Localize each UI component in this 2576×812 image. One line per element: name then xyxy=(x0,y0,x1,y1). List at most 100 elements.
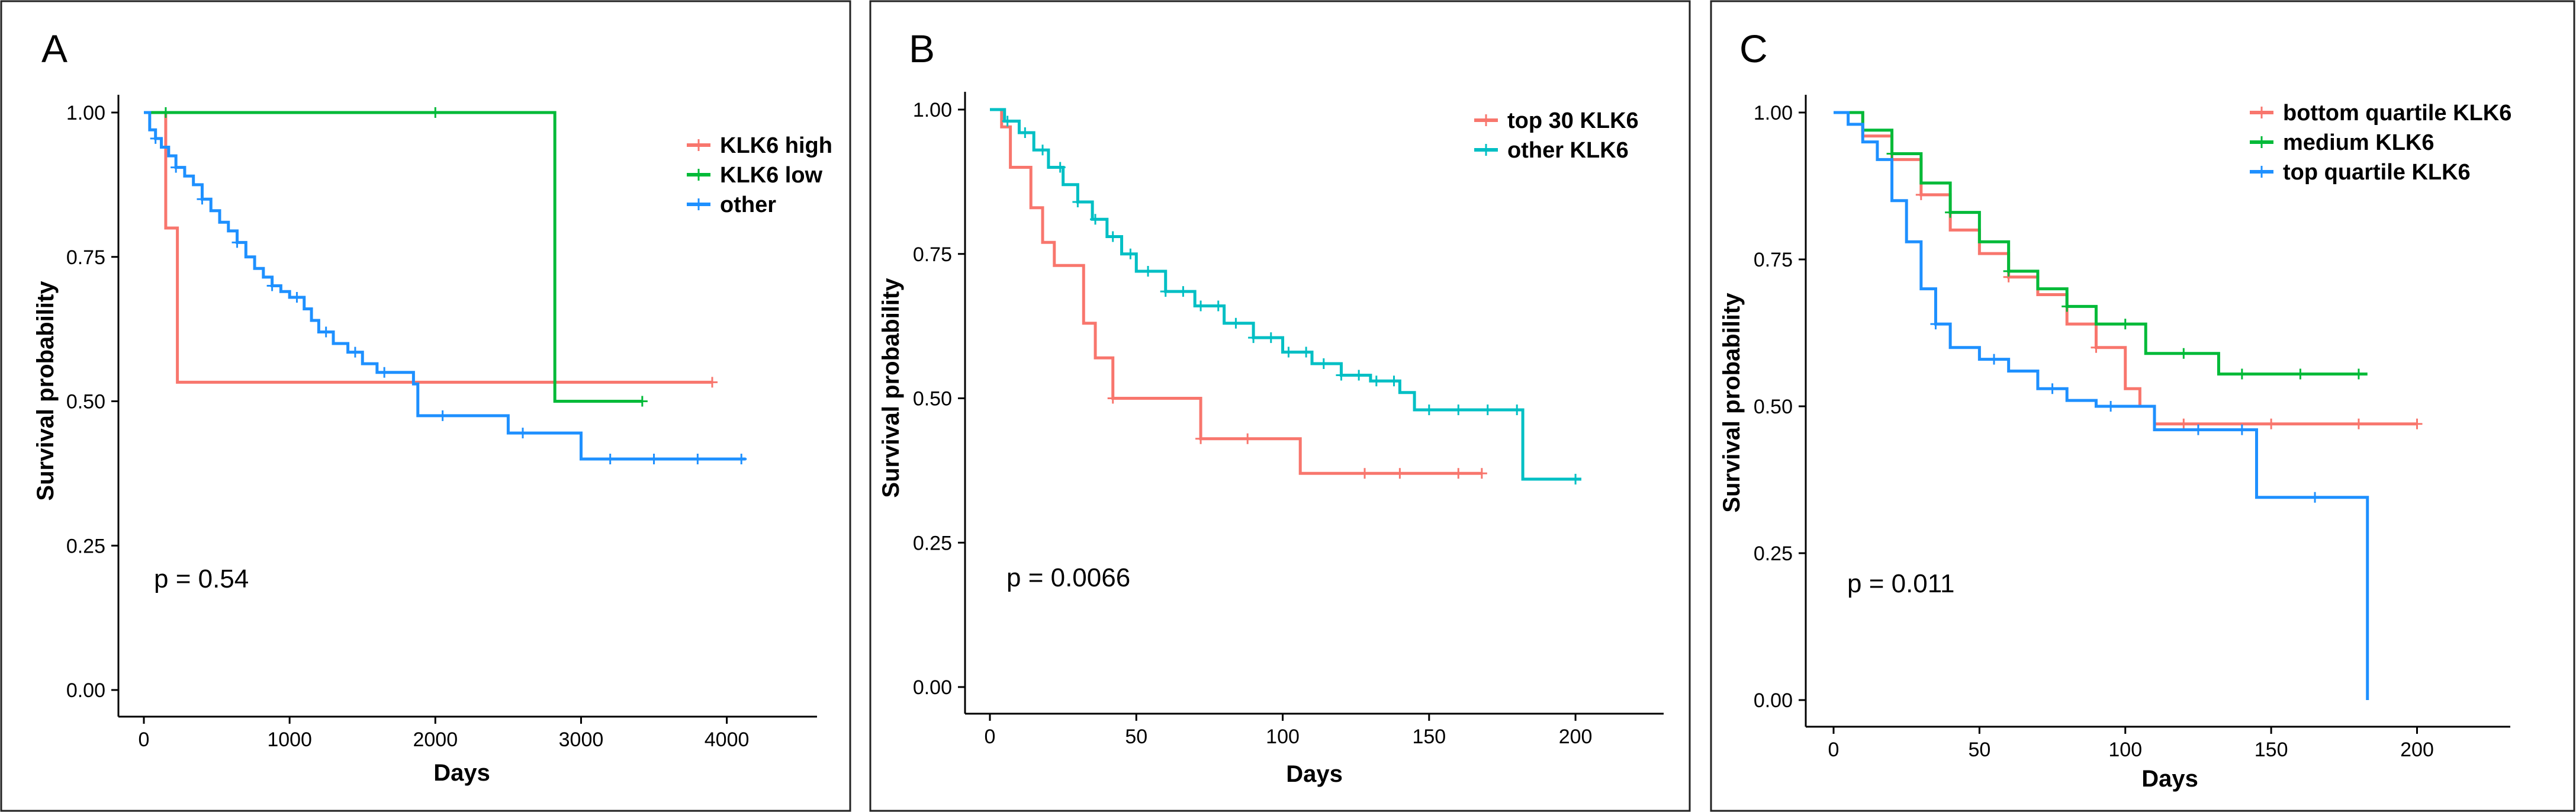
panel-c-p-value: p = 0.011 xyxy=(1847,569,1954,598)
panel-c-x-tick-label: 100 xyxy=(2108,739,2142,761)
panel-b-y-tick-label: 1.00 xyxy=(913,99,952,121)
panel-a-x-tick-label: 3000 xyxy=(559,728,604,751)
panel-b-series-other-klk6 xyxy=(990,108,1581,481)
panel-a-censor-mark xyxy=(706,377,718,388)
panel-c-censor-mark xyxy=(1989,354,2000,365)
panel-b-censor-mark xyxy=(1160,286,1171,297)
panel-b-censor-mark xyxy=(1020,127,1031,138)
panel-b-label: B xyxy=(909,27,935,70)
panel-b-y-tick-label: 0.75 xyxy=(913,243,952,266)
panel-c-legend-label: bottom quartile KLK6 xyxy=(2283,101,2511,126)
panel-b-legend-label: top 30 KLK6 xyxy=(1507,108,1639,133)
panel-b-censor-mark xyxy=(1265,332,1276,344)
panel-a-x-tick-label: 4000 xyxy=(705,728,750,751)
panel-a-censor-mark xyxy=(231,237,243,248)
panel-c-y-tick-label: 0.75 xyxy=(1754,249,1793,271)
panel-c-x-tick-label: 150 xyxy=(2255,739,2288,761)
panel-c-frame xyxy=(1710,0,2575,812)
panel-b-censor-mark xyxy=(1570,474,1581,484)
panel-c-censor-mark xyxy=(2047,383,2058,394)
panel-a-censor-mark xyxy=(692,454,703,464)
panel-b-censor-mark xyxy=(1195,300,1207,312)
panel-b-legend: top 30 KLK6 other KLK6 xyxy=(1474,108,1639,163)
panel-b-plot: 0.00 0.25 0.50 0.75 1.00 0 50 100 150 200 Days Su… xyxy=(878,92,1664,787)
panel-c-censor-mark xyxy=(2192,424,2204,435)
panel-c-censor-mark xyxy=(2353,368,2364,380)
panel-b-censor-mark xyxy=(1423,405,1435,415)
panel-a-censor-mark xyxy=(736,454,747,464)
panel-a-y-tick-label: 0.75 xyxy=(66,246,105,269)
panel-c-censor-mark xyxy=(1945,207,1956,218)
panel-a-legend-label: other xyxy=(720,192,776,217)
panel-a-censor-mark xyxy=(171,162,182,173)
panel-c-y-tick-label: 0.00 xyxy=(1754,689,1793,712)
panel-a-legend: KLK6 high KLK6 low other xyxy=(687,133,832,217)
panel-a-censor-mark xyxy=(437,410,448,421)
panel-b-series-lines xyxy=(990,108,1581,484)
panel-b-censor-mark xyxy=(1090,214,1101,225)
panel-c-legend: bottom quartile KLK6 medium KLK6 top quart… xyxy=(2250,101,2511,185)
panel-c-x-tick-label: 200 xyxy=(2400,739,2434,761)
panel-c-y-axis-label: Survival probability xyxy=(1719,293,1745,513)
panel-a-censor-mark xyxy=(430,107,441,118)
panel-a-x-tick-label: 1000 xyxy=(267,728,312,751)
panel-a-series-klk6-high xyxy=(144,111,712,384)
panel-b-series-top-30-klk6 xyxy=(990,108,1482,475)
panel-b-censor-mark xyxy=(1301,346,1312,358)
panel-c-plot: 0.00 0.25 0.50 0.75 1.00 0 50 100 150 200 Days Su… xyxy=(1719,95,2511,792)
panel-c-series-lines xyxy=(1834,111,2423,700)
panel-b-axes: 0.00 0.25 0.50 0.75 1.00 0 50 100 150 200 xyxy=(913,92,1664,748)
panel-b-censor-mark xyxy=(1242,433,1253,444)
panel-c-label: C xyxy=(1739,27,1768,70)
panel-a-y-tick-label: 0.00 xyxy=(66,679,105,702)
panel-c-censor-mark xyxy=(2310,492,2321,503)
panel-b-legend-label: other KLK6 xyxy=(1507,138,1629,163)
panel-b-y-tick-label: 0.00 xyxy=(913,676,952,699)
panel-c-censor-mark xyxy=(1915,189,1927,200)
panel-b-censor-mark xyxy=(1002,115,1013,127)
panel-c-censor-mark xyxy=(2105,401,2117,412)
panel-b-y-tick-label: 0.50 xyxy=(913,388,952,410)
panel-c-censor-mark xyxy=(2178,348,2189,359)
panel-a-x-tick-label: 2000 xyxy=(413,728,458,751)
panel-a-label: A xyxy=(41,27,67,70)
panel-b-x-tick-label: 50 xyxy=(1125,726,1147,748)
panel-a-x-tick-label: 0 xyxy=(139,728,150,751)
panel-b-x-tick-label: 0 xyxy=(985,726,996,748)
panel-c-series-top-quartile-klk6 xyxy=(1834,111,2369,700)
panel-c-censor-mark xyxy=(2003,265,2014,277)
panel-c-x-tick-label: 50 xyxy=(1968,739,1990,761)
panel-c-legend-label: medium KLK6 xyxy=(2283,130,2434,155)
panel-a-censor-mark xyxy=(636,396,648,407)
panel-a-censor-mark xyxy=(320,326,332,338)
panel-b-frame xyxy=(869,0,1691,812)
panel-b-censor-mark xyxy=(1511,405,1523,415)
panel-b-censor-mark xyxy=(1482,405,1493,415)
panel-b-censor-mark xyxy=(1195,433,1207,444)
panel-c-x-axis-label: Days xyxy=(2141,766,2198,792)
panel-a-censor-mark xyxy=(379,367,390,378)
panel-b-censor-mark xyxy=(1107,393,1118,404)
panel-b-censor-mark xyxy=(1318,358,1329,369)
panel-b-censor-mark xyxy=(1037,145,1049,156)
panel-c-y-tick-label: 0.25 xyxy=(1754,543,1793,565)
panel-a-axes: 0.00 0.25 0.50 0.75 1.00 0 1000 2000 3000 4000 xyxy=(66,95,817,751)
panel-b-censor-mark xyxy=(1125,248,1136,259)
panel-b-censor-mark xyxy=(1353,370,1365,381)
panel-c-censor-mark xyxy=(2295,368,2306,380)
panel-b-censor-mark xyxy=(1394,468,1406,479)
panel-a-censor-mark xyxy=(648,454,660,464)
panel-b-censor-mark xyxy=(1388,375,1400,387)
panel-c-censor-mark xyxy=(1886,148,1898,159)
panel-a-censor-mark xyxy=(517,428,528,439)
panel-b-censor-mark xyxy=(1336,370,1347,381)
panel-b-x-tick-label: 200 xyxy=(1559,726,1593,748)
panel-c-axes: 0.00 0.25 0.50 0.75 1.00 0 50 100 150 200 xyxy=(1754,95,2510,761)
panel-a-plot: 0.00 0.25 0.50 0.75 1.00 0 1000 2000 3000 4000 Da… xyxy=(33,95,832,786)
panel-a-series-other xyxy=(144,111,746,461)
panel-c-y-tick-label: 0.50 xyxy=(1754,396,1793,418)
panel-c-censor-mark xyxy=(2411,418,2423,429)
panel-a-y-axis-label: Survival probability xyxy=(33,281,59,501)
panel-a-censor-mark xyxy=(349,346,361,358)
panel-b-censor-mark xyxy=(1371,375,1382,387)
